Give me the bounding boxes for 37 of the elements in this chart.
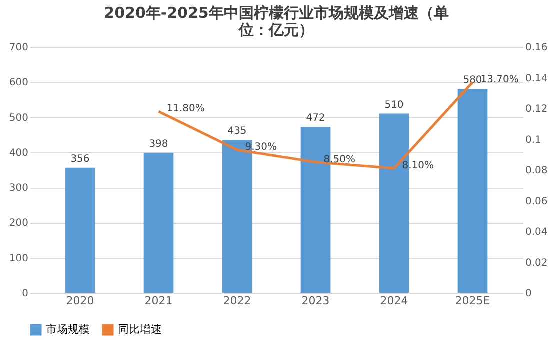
chart-title: 2020年-2025年中国柠檬行业市场规模及增速（单位：亿元） (104, 4, 449, 39)
data-label: 510 (384, 100, 404, 111)
x-tick-label: 2020 (66, 294, 94, 308)
y-tick-label: 200 (9, 218, 28, 230)
data-label: 435 (228, 126, 247, 138)
data-label: 13.70% (480, 74, 519, 86)
legend-label: 同比增速 (118, 323, 162, 336)
data-label: 356 (70, 154, 90, 165)
x-tick-label: 2021 (144, 294, 173, 308)
y2-tick-label: 0.02 (526, 258, 548, 269)
bar (458, 89, 488, 293)
y-tick-label: 500 (9, 112, 28, 124)
y-tick-label: 0 (22, 288, 28, 300)
y2-tick-label: 0 (526, 288, 532, 300)
y2-tick-label: 0.04 (526, 227, 548, 238)
bar (144, 153, 174, 293)
data-label: 398 (149, 139, 168, 150)
y-tick-label: 400 (9, 148, 28, 159)
x-tick-label: 2022 (223, 294, 252, 308)
y2-tick-label: 0.16 (526, 42, 548, 54)
y2-tick-label: 0.14 (526, 73, 548, 84)
y2-tick-label: 0.08 (526, 166, 548, 176)
data-label: 580 (463, 75, 482, 86)
y2-tick-label: 0.1 (526, 134, 542, 146)
y-tick-label: 100 (9, 253, 28, 264)
legend-label: 市场规模 (46, 323, 90, 336)
x-tick-label: 2023 (302, 294, 330, 308)
y-tick-label: 700 (9, 42, 28, 54)
y2-tick-label: 0.06 (526, 196, 548, 208)
x-tick-label: 2025E (455, 294, 490, 308)
x-tick-label: 2024 (380, 294, 408, 308)
bar (65, 168, 96, 293)
data-label: 472 (306, 113, 326, 124)
data-label: 11.80% (166, 104, 205, 115)
y2-tick-label: 0.12 (526, 104, 548, 115)
y-tick-label: 300 (9, 183, 28, 194)
y-tick-label: 600 (9, 78, 28, 89)
